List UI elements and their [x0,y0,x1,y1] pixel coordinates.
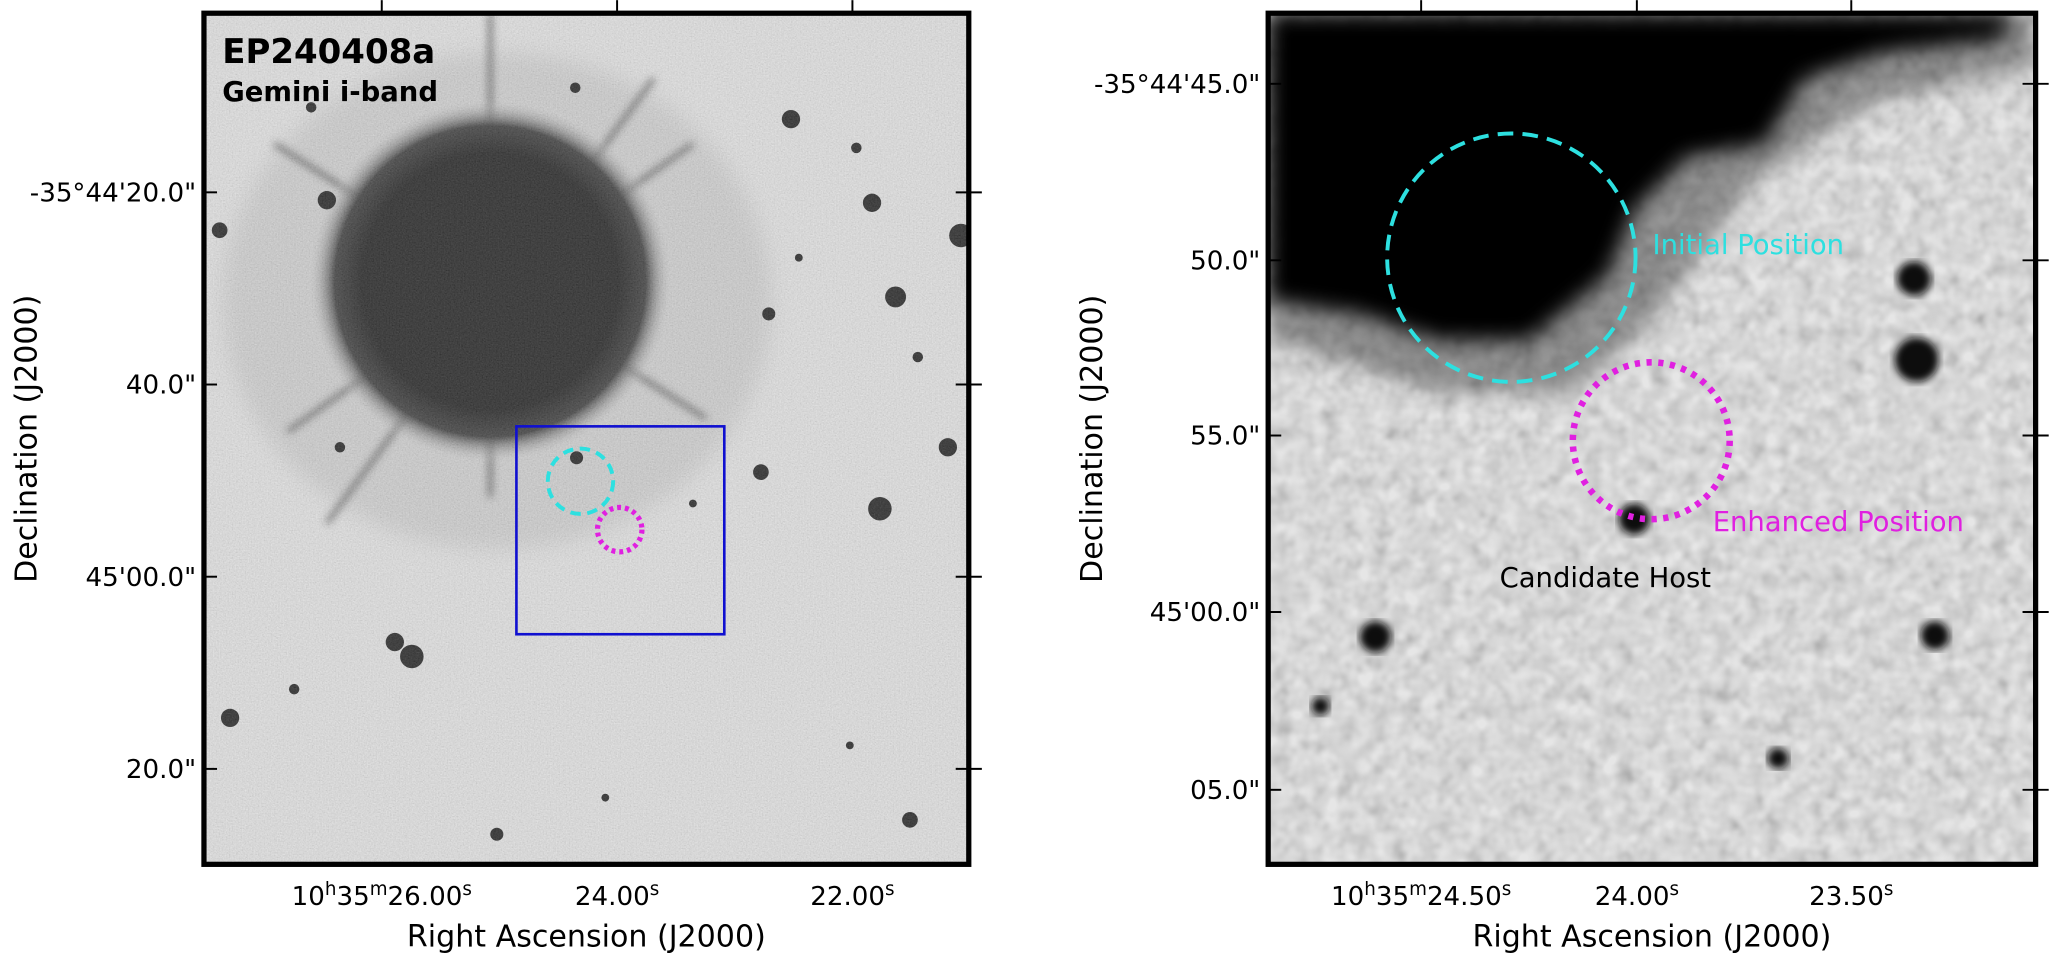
x-tick-label-part: h [325,878,337,899]
x-tick-label-part: s [462,878,472,899]
x-axis-label: Right Ascension (J2000) [1472,920,1831,955]
star [1920,621,1950,650]
x-tick-label-part: m [370,878,388,899]
x-tick-label: 23.50s [1809,878,1893,912]
x-tick-label: 24.00s [575,878,659,912]
right-image [1268,13,2036,865]
left-image [203,13,969,865]
x-tick-label-part: s [885,878,895,899]
star [1311,696,1330,716]
star [1897,261,1932,296]
star [1767,747,1789,769]
x-tick-label-part: s [650,878,660,899]
left-frame [201,10,972,867]
title: EP240408a [222,32,435,72]
annotation: Candidate Host [1500,563,1712,594]
x-tick-label: 10h35m26.00s [292,878,472,912]
x-tick-label: 10h35m24.50s [1331,878,1511,912]
x-axis-label: Right Ascension (J2000) [407,920,766,955]
y-axis-label: Declination (J2000) [1075,295,1110,583]
x-tick-label-part: 26.00 [388,882,463,912]
y-tick-label: -35°44'45.0" [1094,70,1260,100]
x-tick-label-part: 35 [1376,882,1409,912]
y-axis-label: Declination (J2000) [10,295,45,583]
x-tick-label: 24.00s [1595,878,1679,912]
y-tick-label: 05.0" [1190,776,1260,806]
x-tick-label: 22.00s [810,878,894,912]
y-tick-label: 55.0" [1190,422,1260,452]
x-tick-label-part: 35 [336,882,369,912]
y-tick-label: 50.0" [1190,246,1260,276]
star [1894,337,1939,382]
x-tick-label-part: 24.00 [1595,882,1670,912]
annotation: Enhanced Position [1713,507,1964,538]
y-tick-label: -35°44'20.0" [30,178,196,208]
x-tick-label-part: 24.50 [1427,882,1502,912]
x-tick-label-part: 10 [1331,882,1364,912]
x-tick-label-part: 24.00 [575,882,650,912]
x-tick-label-part: 10 [292,882,325,912]
x-tick-label-part: h [1364,878,1376,899]
right-frame [1265,10,2039,867]
y-tick-label: 45'00.0" [85,563,196,593]
x-tick-label-part: s [1884,878,1894,899]
star [1618,503,1650,535]
y-tick-label: 40.0" [126,371,196,401]
y-tick-label: 20.0" [126,755,196,785]
x-tick-label-part: 23.50 [1809,882,1884,912]
star [1359,621,1392,653]
y-tick-label: 45'00.0" [1150,598,1261,628]
subtitle: Gemini i-band [222,77,438,108]
x-tick-label-part: s [1502,878,1512,899]
zoom-box [515,425,726,636]
x-tick-label-part: 22.00 [810,882,885,912]
annotation: Initial Position [1653,230,1844,261]
x-tick-label-part: s [1669,878,1679,899]
x-tick-label-part: m [1409,878,1427,899]
